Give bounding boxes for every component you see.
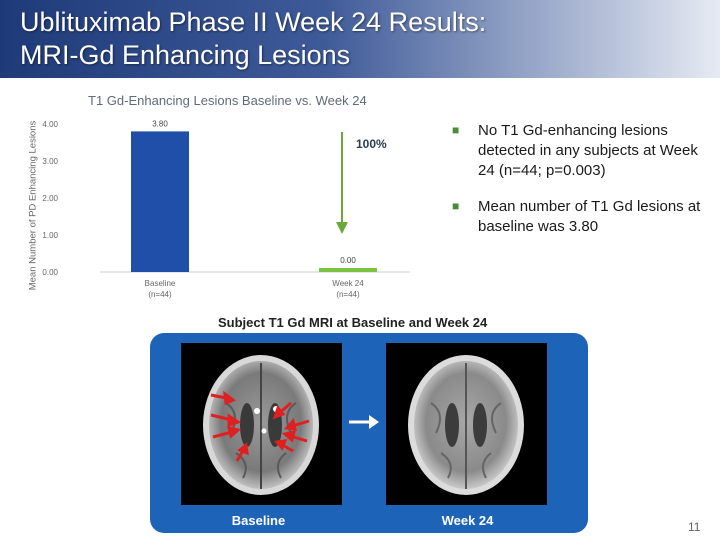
y-tick-label: 0.00	[42, 268, 58, 277]
x-tick-label: Baseline	[145, 279, 176, 288]
slide-title-line2: MRI-Gd Enhancing Lesions	[20, 40, 351, 70]
mri-panel: Baseline Week 24	[150, 333, 588, 533]
bullet-text: No T1 Gd-enhancing lesions detected in a…	[478, 122, 698, 179]
slide-header: Ublituximab Phase II Week 24 Results: MR…	[0, 0, 720, 78]
mri-week24-label: Week 24	[441, 513, 494, 528]
bar-value-label: 3.80	[152, 119, 168, 128]
bar-chart: 0.00 1.00 2.00 3.00 4.00 3.80 Baseline (n=44) 0.…	[42, 119, 410, 299]
bullet-item: ■ No T1 Gd-enhancing lesions detected in…	[452, 121, 712, 181]
square-bullet-icon: ■	[452, 123, 460, 137]
chart-title: T1 Gd-Enhancing Lesions Baseline vs. Wee…	[88, 93, 367, 108]
y-tick-label: 2.00	[42, 194, 58, 203]
y-tick-label: 4.00	[42, 120, 58, 129]
x-tick-label: Week 24	[332, 279, 364, 288]
mri-baseline-image	[181, 343, 342, 505]
mri-title: Subject T1 Gd MRI at Baseline and Week 2…	[218, 315, 488, 330]
reduction-annotation: 100%	[356, 137, 387, 151]
x-tick-sublabel: (n=44)	[148, 290, 172, 299]
arrow-right-icon	[349, 415, 379, 429]
y-tick-label: 1.00	[42, 231, 58, 240]
y-tick-label: 3.00	[42, 157, 58, 166]
mri-week24-image	[386, 343, 547, 505]
bullet-list: ■ No T1 Gd-enhancing lesions detected in…	[452, 121, 712, 253]
bar-baseline	[131, 131, 189, 272]
bar-value-label: 0.00	[340, 256, 356, 265]
page-number: 11	[688, 520, 701, 534]
square-bullet-icon: ■	[452, 199, 460, 213]
x-tick-sublabel: (n=44)	[336, 290, 360, 299]
bullet-text: Mean number of T1 Gd lesions at baseline…	[478, 198, 701, 235]
slide-title-line1: Ublituximab Phase II Week 24 Results:	[20, 7, 487, 37]
reduction-arrow-head	[336, 222, 348, 234]
bullet-item: ■ Mean number of T1 Gd lesions at baseli…	[452, 197, 712, 237]
slide-title: Ublituximab Phase II Week 24 Results: MR…	[20, 6, 580, 72]
bar-week-24	[319, 268, 377, 272]
mri-baseline-label: Baseline	[231, 513, 286, 528]
